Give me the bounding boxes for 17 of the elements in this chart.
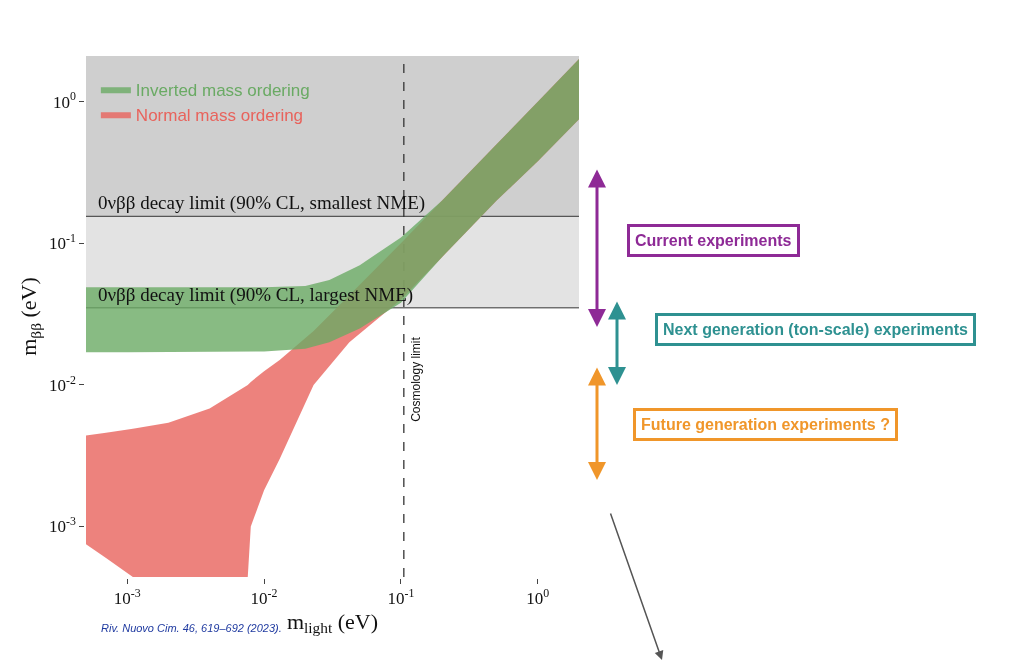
y-tick-label: 10$^{-1}$ (48, 231, 76, 254)
text: Future generation experiments ? (641, 416, 890, 433)
text: Riv. Nuovo Cim. 46, 619–692 (2023). (101, 622, 282, 634)
legend-label: Inverted mass ordering (135, 80, 310, 100)
x-tick-label: 10$^{0}$ (526, 586, 550, 609)
legend-label: Normal mass ordering (135, 105, 304, 125)
y-tick-label: 10$^{-2}$ (48, 372, 76, 395)
x-tick-label: 10$^{-1}$ (387, 586, 415, 609)
text: Next generation (ton-scale) experiments (663, 321, 969, 338)
band-label: 0νββ decay limit (90% CL, smallest NME) (98, 192, 426, 214)
y-tick-label: 10$^{0}$ (52, 89, 76, 112)
text: Current experiments (635, 232, 792, 249)
x-axis-title: m$_{light}$ (eV) (286, 608, 379, 637)
x-tick-label: 10$^{-2}$ (250, 586, 278, 609)
y-tick-label: 10$^{-3}$ (48, 514, 76, 537)
ref-line-label: Cosmology limit (408, 336, 423, 422)
x-tick-label: 10$^{-3}$ (113, 586, 141, 609)
